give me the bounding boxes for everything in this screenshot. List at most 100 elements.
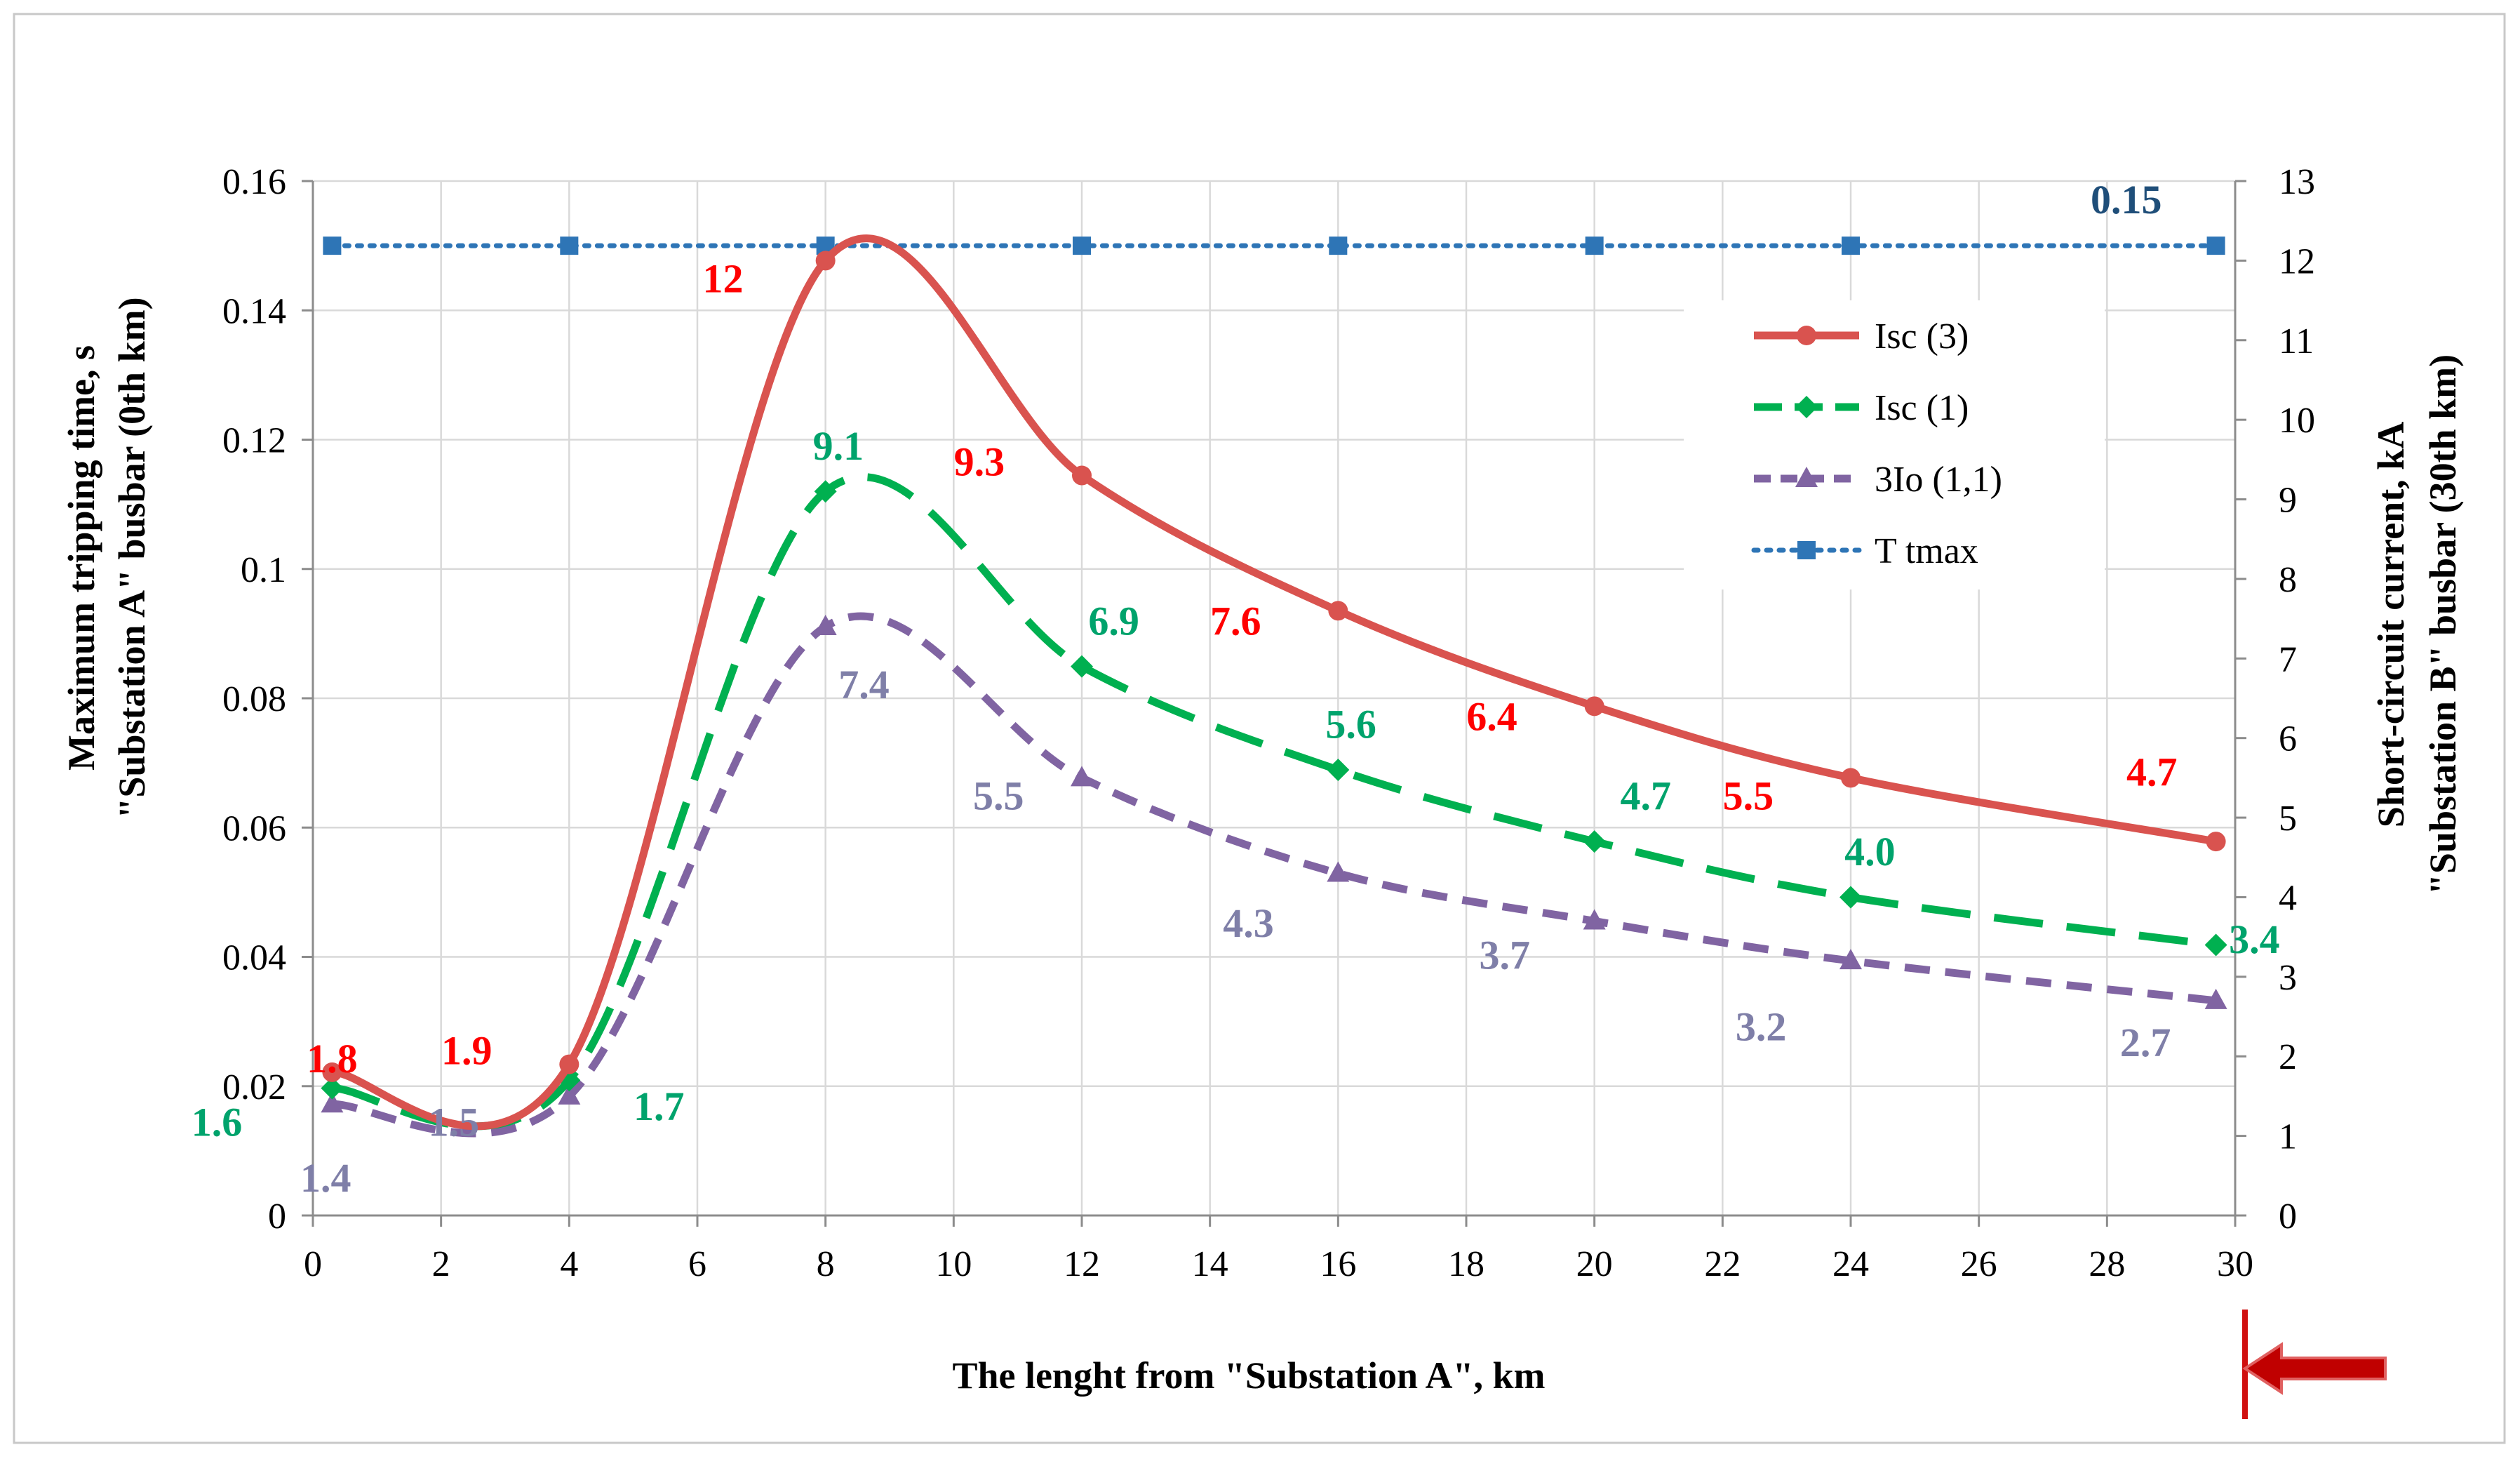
legend-marker	[1795, 396, 1818, 418]
data-point	[1071, 766, 1093, 787]
x-tick-label: 18	[1448, 1244, 1484, 1284]
y-left-tick-label: 0.12	[222, 421, 286, 461]
data-point	[1583, 909, 1606, 930]
data-point	[321, 1092, 344, 1113]
data-point	[1584, 696, 1604, 717]
y-right-tick-label: 5	[2279, 799, 2297, 839]
y-axis-right-title-line2: "Substation B" busbar (30th km)	[2422, 354, 2464, 895]
data-label: 4.3	[1223, 900, 1274, 946]
data-point	[2204, 988, 2227, 1009]
axes: 0 2 4 6 8 10 12 14 16 18 20 22 24 26 28 3000.020.040.06…	[222, 162, 2315, 1284]
data-label: 9.1	[813, 423, 864, 469]
y-axis-right-title-line1: Short-circuit current, kA	[2370, 422, 2412, 827]
data-label: 3.7	[1480, 933, 1531, 978]
data-point	[322, 1062, 342, 1082]
data-point	[1327, 759, 1350, 782]
y-left-tick-label: 0.1	[241, 550, 286, 590]
data-point	[2204, 933, 2227, 957]
x-tick-label: 14	[1192, 1244, 1228, 1284]
data-label: 6.9	[1088, 598, 1139, 644]
data-point	[1842, 236, 1860, 255]
legend-entries: Isc (3) Isc (1) 3Io (1,1) T tmax	[1751, 317, 2002, 571]
series-lines	[321, 234, 2227, 1138]
y-left-tick-label: 0	[268, 1197, 286, 1237]
data-label: 3.2	[1736, 1004, 1787, 1050]
legend-label: Isc (1)	[1875, 388, 1969, 428]
data-labels: 1.8 1.9 12 9.3 7.6 6.4 5.5 4.7 1.6 1.7 9.1 6.9 5.6 4.…	[192, 177, 2280, 1201]
data-point	[1072, 465, 1092, 486]
x-tick-label: 24	[1832, 1244, 1869, 1284]
data-point	[1583, 830, 1606, 853]
data-label: 1.4	[300, 1155, 351, 1201]
data-point	[1073, 236, 1091, 255]
data-label: 5.5	[1723, 773, 1774, 819]
legend-label: 3Io (1,1)	[1875, 460, 2002, 500]
x-tick-label: 0	[304, 1244, 322, 1284]
series-0	[322, 234, 2226, 1131]
data-label: 5.5	[973, 773, 1024, 819]
data-point	[1841, 768, 1861, 788]
y-right-tick-label: 0	[2279, 1197, 2297, 1237]
y-axis-left-title-line2: "Substation A" busbar (0th km)	[111, 297, 153, 818]
x-tick-label: 6	[688, 1244, 706, 1284]
y-right-tick-label: 11	[2279, 321, 2314, 361]
y-left-tick-label: 0.04	[222, 938, 286, 978]
y-left-tick-label: 0.08	[222, 679, 286, 719]
data-label: 2.7	[2120, 1020, 2171, 1065]
data-label: 4.0	[1844, 829, 1896, 874]
y-right-tick-label: 12	[2279, 241, 2315, 281]
y-right-tick-label: 1	[2279, 1117, 2297, 1157]
legend-marker	[1797, 541, 1816, 559]
y-axis-left-title-line1: Maximum tripping time, s	[60, 345, 102, 771]
x-axis-title: The lenght from "Substation A", km	[952, 1354, 1545, 1397]
data-point	[1071, 655, 1093, 678]
chart-frame	[13, 13, 2506, 1444]
x-tick-label: 26	[1961, 1244, 1997, 1284]
data-point	[814, 480, 837, 503]
x-tick-label: 22	[1704, 1244, 1741, 1284]
data-label: 5.6	[1325, 702, 1376, 747]
y-left-tick-label: 0.14	[222, 291, 286, 331]
y-right-tick-label: 9	[2279, 481, 2297, 521]
legend-marker	[1795, 467, 1818, 487]
data-label: 1.9	[441, 1028, 492, 1074]
series-1	[321, 473, 2227, 1131]
data-point	[560, 236, 579, 255]
red-arrow-icon	[2242, 1310, 2387, 1419]
series-line	[332, 473, 2217, 1131]
data-label: 12	[703, 256, 744, 302]
x-tick-label: 10	[935, 1244, 972, 1284]
series-3	[323, 236, 2225, 255]
data-point	[1329, 236, 1348, 255]
data-label: 1.5	[429, 1100, 480, 1145]
y-right-tick-label: 8	[2279, 560, 2297, 600]
y-right-tick-label: 13	[2279, 162, 2315, 202]
y-left-tick-label: 0.16	[222, 162, 286, 202]
y-right-tick-label: 2	[2279, 1037, 2297, 1077]
x-tick-label: 8	[817, 1244, 835, 1284]
x-tick-label: 16	[1320, 1244, 1356, 1284]
data-point	[1328, 601, 1348, 621]
y-right-tick-label: 4	[2279, 878, 2297, 918]
x-tick-label: 12	[1064, 1244, 1100, 1284]
legend-marker	[1797, 326, 1816, 345]
x-tick-label: 2	[432, 1244, 450, 1284]
y-right-tick-label: 6	[2279, 719, 2297, 759]
y-right-tick-label: 7	[2279, 639, 2297, 679]
data-point	[1585, 236, 1604, 255]
data-point	[321, 1077, 344, 1100]
data-label: 1.6	[192, 1100, 243, 1145]
y-right-tick-label: 10	[2279, 401, 2315, 441]
x-tick-label: 20	[1576, 1244, 1613, 1284]
y-left-tick-label: 0.06	[222, 808, 286, 848]
data-label: 1.7	[634, 1084, 685, 1129]
data-point	[815, 251, 836, 271]
legend: Isc (3) Isc (1) 3Io (1,1) T tmax	[1684, 300, 2105, 589]
data-label: 7.4	[838, 662, 890, 707]
legend-item: Isc (3)	[1754, 317, 1969, 357]
data-label: 3.4	[2229, 917, 2280, 962]
legend-item: 3Io (1,1)	[1754, 460, 2002, 500]
legend-background	[1684, 300, 2105, 589]
